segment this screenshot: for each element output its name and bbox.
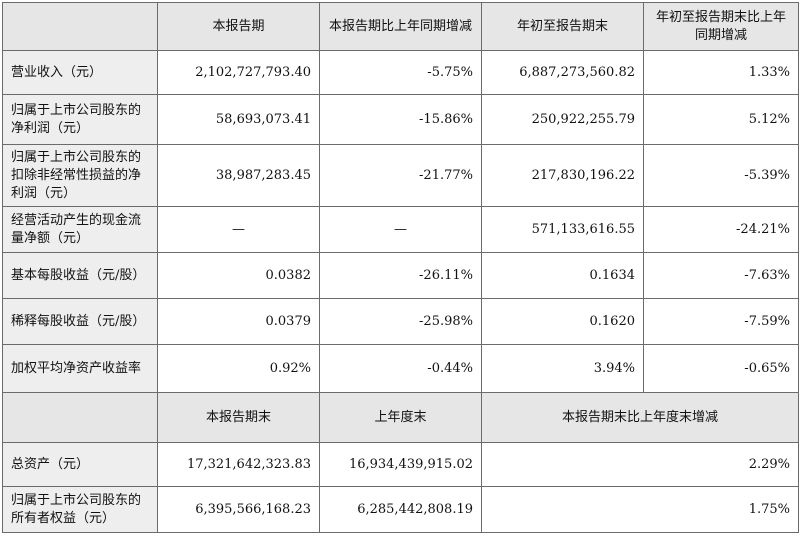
ytd-value: 0.1634 — [481, 252, 644, 299]
period-end-change-value: 2.29% — [481, 442, 799, 487]
ytd-change-value: -7.63% — [643, 252, 799, 299]
table-row: 稀释每股收益（元/股） 0.0379 -25.98% 0.1620 -7.59% — [2, 298, 799, 345]
row-label: 基本每股收益（元/股） — [2, 252, 158, 299]
ytd-change-value: 1.33% — [643, 50, 799, 95]
header-row: 本报告期 本报告期比上年同期增减 年初至报告期末 年初至报告期末比上年同期增减 — [2, 2, 799, 51]
table-row: 总资产（元） 17,321,642,323.83 16,934,439,915.… — [2, 442, 799, 487]
ytd-change-value: -24.21% — [643, 206, 799, 253]
period-end-value: 17,321,642,323.83 — [157, 442, 320, 487]
table-row: 经营活动产生的现金流量净额（元） — — 571,133,616.55 -24.… — [2, 206, 799, 253]
current-period-change-value: -26.11% — [319, 252, 482, 299]
current-period-value: 2,102,727,793.40 — [157, 50, 320, 95]
header-prior-year-end: 上年度末 — [319, 392, 482, 443]
row-label: 稀释每股收益（元/股） — [2, 298, 158, 345]
header-corner-cell-2 — [2, 392, 158, 443]
ytd-value: 6,887,273,560.82 — [481, 50, 644, 95]
row-label: 归属于上市公司股东的扣除非经常性损益的净利润（元） — [2, 144, 158, 207]
current-period-change-value: -5.75% — [319, 50, 482, 95]
table-row: 归属于上市公司股东的扣除非经常性损益的净利润（元） 38,987,283.45 … — [2, 144, 799, 207]
ytd-change-value: -5.39% — [643, 144, 799, 207]
ytd-value: 217,830,196.22 — [481, 144, 644, 207]
ytd-change-value: -7.59% — [643, 298, 799, 345]
current-period-value: 38,987,283.45 — [157, 144, 320, 207]
current-period-change-value: -0.44% — [319, 344, 482, 393]
row-label: 营业收入（元） — [2, 50, 158, 95]
table-row: 营业收入（元） 2,102,727,793.40 -5.75% 6,887,27… — [2, 50, 799, 95]
prior-year-end-value: 16,934,439,915.02 — [319, 442, 482, 487]
current-period-change-value: -25.98% — [319, 298, 482, 345]
ytd-change-value: -0.65% — [643, 344, 799, 393]
row-label: 加权平均净资产收益率 — [2, 344, 158, 393]
header-row-2: 本报告期末 上年度末 本报告期末比上年度末增减 — [2, 392, 799, 443]
header-corner-cell — [2, 2, 158, 51]
header-ytd: 年初至报告期末 — [481, 2, 644, 51]
period-end-value: 6,395,566,168.23 — [157, 486, 320, 533]
current-period-value: 0.92% — [157, 344, 320, 393]
row-label: 总资产（元） — [2, 442, 158, 487]
period-end-change-value: 1.75% — [481, 486, 799, 533]
row-label: 归属于上市公司股东的净利润（元） — [2, 94, 158, 145]
header-ytd-change: 年初至报告期末比上年同期增减 — [643, 2, 799, 51]
ytd-value: 0.1620 — [481, 298, 644, 345]
row-label: 归属于上市公司股东的所有者权益（元） — [2, 486, 158, 533]
ytd-value: 571,133,616.55 — [481, 206, 644, 253]
table-row: 归属于上市公司股东的所有者权益（元） 6,395,566,168.23 6,28… — [2, 486, 799, 533]
prior-year-end-value: 6,285,442,808.19 — [319, 486, 482, 533]
current-period-value: — — [157, 206, 320, 253]
current-period-value: 0.0379 — [157, 298, 320, 345]
current-period-change-value: -21.77% — [319, 144, 482, 207]
table-row: 基本每股收益（元/股） 0.0382 -26.11% 0.1634 -7.63% — [2, 252, 799, 299]
header-current-period: 本报告期 — [157, 2, 320, 51]
current-period-value: 0.0382 — [157, 252, 320, 299]
current-period-value: 58,693,073.41 — [157, 94, 320, 145]
row-label: 经营活动产生的现金流量净额（元） — [2, 206, 158, 253]
ytd-value: 3.94% — [481, 344, 644, 393]
ytd-change-value: 5.12% — [643, 94, 799, 145]
current-period-change-value: — — [319, 206, 482, 253]
table-row: 归属于上市公司股东的净利润（元） 58,693,073.41 -15.86% 2… — [2, 94, 799, 145]
current-period-change-value: -15.86% — [319, 94, 482, 145]
header-period-end-change: 本报告期末比上年度末增减 — [481, 392, 799, 443]
header-current-period-change: 本报告期比上年同期增减 — [319, 2, 482, 51]
table-row: 加权平均净资产收益率 0.92% -0.44% 3.94% -0.65% — [2, 344, 799, 393]
ytd-value: 250,922,255.79 — [481, 94, 644, 145]
header-period-end: 本报告期末 — [157, 392, 320, 443]
